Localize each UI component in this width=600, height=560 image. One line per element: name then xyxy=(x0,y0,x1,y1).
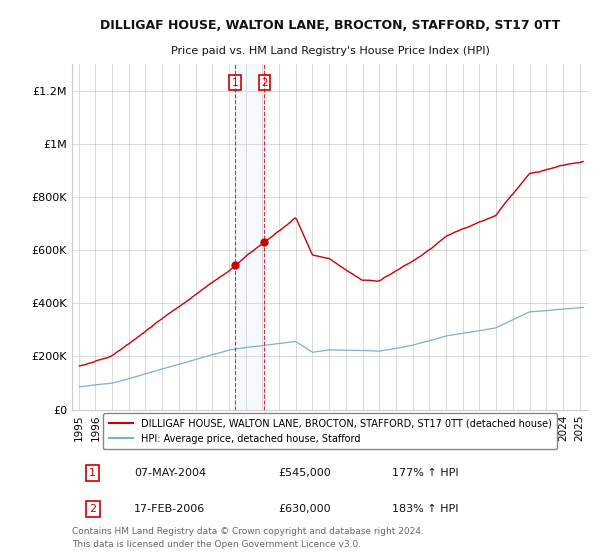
Legend: DILLIGAF HOUSE, WALTON LANE, BROCTON, STAFFORD, ST17 0TT (detached house), HPI: : DILLIGAF HOUSE, WALTON LANE, BROCTON, ST… xyxy=(103,413,557,450)
Text: Price paid vs. HM Land Registry's House Price Index (HPI): Price paid vs. HM Land Registry's House … xyxy=(170,45,490,55)
Text: 17-FEB-2006: 17-FEB-2006 xyxy=(134,504,205,514)
Text: This data is licensed under the Open Government Licence v3.0.: This data is licensed under the Open Gov… xyxy=(72,540,361,549)
Text: Contains HM Land Registry data © Crown copyright and database right 2024.: Contains HM Land Registry data © Crown c… xyxy=(72,527,424,536)
Text: 2: 2 xyxy=(89,504,96,514)
Text: 2: 2 xyxy=(261,78,268,87)
Bar xyxy=(235,64,265,409)
Text: 183% ↑ HPI: 183% ↑ HPI xyxy=(392,504,458,514)
Text: 1: 1 xyxy=(89,468,96,478)
Text: 1: 1 xyxy=(232,78,239,87)
Text: 07-MAY-2004: 07-MAY-2004 xyxy=(134,468,206,478)
Text: £545,000: £545,000 xyxy=(278,468,331,478)
Text: 177% ↑ HPI: 177% ↑ HPI xyxy=(392,468,458,478)
Text: DILLIGAF HOUSE, WALTON LANE, BROCTON, STAFFORD, ST17 0TT: DILLIGAF HOUSE, WALTON LANE, BROCTON, ST… xyxy=(100,19,560,32)
Text: £630,000: £630,000 xyxy=(278,504,331,514)
